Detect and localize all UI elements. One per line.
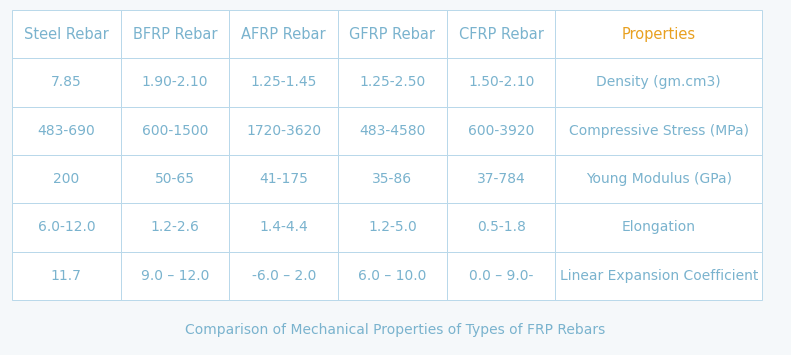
Text: 7.85: 7.85 (51, 76, 81, 89)
Text: 11.7: 11.7 (51, 269, 81, 283)
Text: Young Modulus (GPa): Young Modulus (GPa) (586, 172, 732, 186)
Text: 483-4580: 483-4580 (359, 124, 426, 138)
Text: 35-86: 35-86 (373, 172, 412, 186)
Bar (447, 106, 555, 155)
Bar (229, 106, 338, 155)
Text: 1.50-2.10: 1.50-2.10 (468, 76, 534, 89)
Bar (12, 10, 121, 58)
Bar (447, 10, 555, 58)
Text: AFRP Rebar: AFRP Rebar (241, 27, 326, 42)
Text: Steel Rebar: Steel Rebar (24, 27, 108, 42)
Bar (338, 252, 447, 300)
Text: -6.0 – 2.0: -6.0 – 2.0 (252, 269, 316, 283)
Bar (447, 58, 555, 106)
Text: GFRP Rebar: GFRP Rebar (350, 27, 435, 42)
Text: 37-784: 37-784 (477, 172, 525, 186)
Text: 6.0 – 10.0: 6.0 – 10.0 (358, 269, 426, 283)
Bar (121, 10, 229, 58)
Bar (12, 58, 121, 106)
Bar (555, 155, 762, 203)
Bar (338, 58, 447, 106)
Bar (229, 155, 338, 203)
Bar (121, 155, 229, 203)
Bar (12, 106, 121, 155)
Text: 1.25-1.45: 1.25-1.45 (251, 76, 317, 89)
Bar (338, 106, 447, 155)
Text: Linear Expansion Coefficient: Linear Expansion Coefficient (559, 269, 758, 283)
Bar (229, 58, 338, 106)
Bar (121, 203, 229, 252)
Text: 600-1500: 600-1500 (142, 124, 208, 138)
Text: Properties: Properties (622, 27, 696, 42)
Bar (338, 203, 447, 252)
Text: 200: 200 (53, 172, 79, 186)
Bar (338, 155, 447, 203)
Bar (121, 58, 229, 106)
Bar (12, 252, 121, 300)
Bar (555, 106, 762, 155)
Bar (555, 203, 762, 252)
Text: Comparison of Mechanical Properties of Types of FRP Rebars: Comparison of Mechanical Properties of T… (185, 323, 606, 337)
Text: Density (gm.cm3): Density (gm.cm3) (596, 76, 721, 89)
Bar (555, 10, 762, 58)
Text: BFRP Rebar: BFRP Rebar (133, 27, 218, 42)
Bar (12, 155, 121, 203)
Text: 600-3920: 600-3920 (468, 124, 534, 138)
Bar (447, 252, 555, 300)
Text: Compressive Stress (MPa): Compressive Stress (MPa) (569, 124, 749, 138)
Text: 41-175: 41-175 (259, 172, 308, 186)
Text: 1.25-2.50: 1.25-2.50 (359, 76, 426, 89)
Bar (447, 203, 555, 252)
Bar (229, 203, 338, 252)
Bar (555, 58, 762, 106)
Text: 9.0 – 12.0: 9.0 – 12.0 (141, 269, 210, 283)
Bar (229, 252, 338, 300)
Text: 483-690: 483-690 (37, 124, 95, 138)
Bar (447, 155, 555, 203)
Bar (229, 10, 338, 58)
Text: 1.2-5.0: 1.2-5.0 (368, 220, 417, 235)
Text: 1.4-4.4: 1.4-4.4 (259, 220, 308, 235)
Text: 1.2-2.6: 1.2-2.6 (150, 220, 199, 235)
Bar (121, 252, 229, 300)
Text: 50-65: 50-65 (155, 172, 195, 186)
Bar (12, 203, 121, 252)
Text: Elongation: Elongation (622, 220, 696, 235)
Bar (121, 106, 229, 155)
Bar (338, 10, 447, 58)
Text: 6.0-12.0: 6.0-12.0 (37, 220, 95, 235)
Text: 0.0 – 9.0-: 0.0 – 9.0- (469, 269, 533, 283)
Text: 1.90-2.10: 1.90-2.10 (142, 76, 208, 89)
Bar (555, 252, 762, 300)
Text: 0.5-1.8: 0.5-1.8 (477, 220, 525, 235)
Text: CFRP Rebar: CFRP Rebar (459, 27, 543, 42)
Text: 1720-3620: 1720-3620 (246, 124, 321, 138)
